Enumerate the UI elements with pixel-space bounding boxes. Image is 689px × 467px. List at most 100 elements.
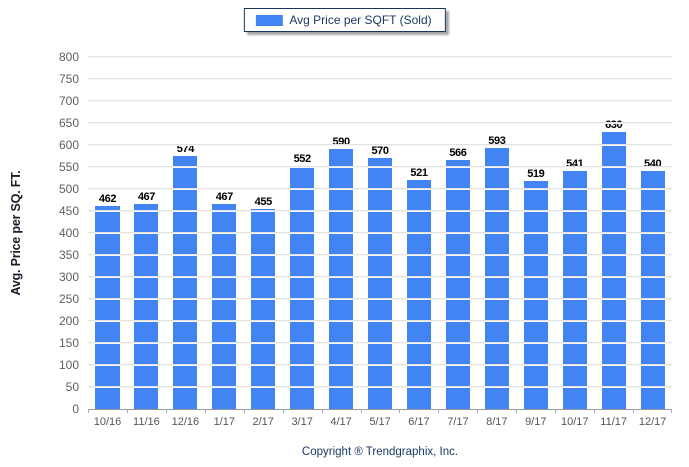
gridline — [88, 56, 672, 58]
y-axis-title: Avg. Price per SQ. FT. — [9, 170, 23, 296]
bar-cell: 467 — [205, 57, 244, 409]
x-tick-label: 10/17 — [560, 416, 589, 428]
gridline — [88, 364, 672, 366]
x-tick-label: 5/17 — [369, 416, 391, 428]
bar-cell: 552 — [283, 57, 322, 409]
x-tick-label: 12/16 — [171, 416, 200, 428]
y-tick-label: 50 — [65, 380, 79, 394]
gridline — [88, 342, 672, 344]
bar-value-label: 566 — [449, 146, 467, 159]
bar — [445, 159, 470, 409]
x-axis-tick — [477, 409, 479, 413]
gridline — [88, 166, 672, 168]
y-tick-label: 250 — [58, 292, 79, 306]
bar — [173, 156, 198, 409]
gridline — [88, 78, 672, 80]
bar-cell: 574 — [166, 57, 205, 409]
x-axis-tick — [321, 409, 323, 413]
bar — [601, 131, 626, 409]
gridline — [88, 210, 672, 212]
x-axis-tick — [438, 409, 440, 413]
y-tick-label: 150 — [58, 336, 79, 350]
x-tick-label: 1/17 — [213, 416, 235, 428]
bar-value-label: 570 — [371, 145, 389, 158]
bar — [406, 179, 432, 409]
gridline — [88, 298, 672, 300]
bar-cell: 462 — [88, 57, 127, 409]
y-tick-label: 500 — [58, 182, 79, 196]
x-tick-label: 12/17 — [638, 416, 667, 428]
gridline — [88, 386, 672, 388]
bar — [134, 203, 159, 409]
bar — [290, 166, 315, 409]
bar-value-label: 574 — [176, 143, 195, 156]
bar-value-label: 467 — [215, 190, 234, 203]
y-tick-label: 800 — [58, 50, 79, 64]
gridline — [88, 100, 672, 102]
y-tick-label: 450 — [58, 204, 79, 218]
bar — [251, 208, 276, 409]
y-tick-label: 350 — [58, 248, 79, 262]
x-axis-tick — [282, 409, 284, 413]
x-axis-tick — [671, 409, 672, 413]
bar-value-label: 462 — [98, 192, 117, 205]
x-axis-tick — [399, 409, 401, 413]
bar — [640, 171, 665, 409]
x-axis-tick — [165, 409, 167, 413]
gridline — [88, 320, 672, 322]
y-tick-label: 100 — [58, 358, 79, 372]
gridline — [88, 144, 672, 146]
bar-cell: 519 — [516, 57, 555, 409]
bar — [95, 205, 120, 409]
plot-area: 462 467 574 467 455 552 590 570 521 566 593 519 541 6… — [59, 50, 672, 428]
y-tick-label: 700 — [58, 94, 79, 108]
legend-label: Avg Price per SQFT (Sold) — [289, 13, 432, 27]
x-tick-label: 6/17 — [408, 416, 430, 428]
x-axis-tick — [633, 409, 635, 413]
gridline — [88, 122, 672, 124]
y-tick-label: 0 — [72, 402, 79, 416]
footer-copyright: Copyright ® Trendgraphix, Inc. — [301, 446, 459, 458]
bar-value-label: 590 — [332, 136, 351, 149]
bar-value-label: 540 — [644, 158, 662, 171]
bar-value-label: 455 — [254, 195, 273, 208]
y-tick-label: 300 — [58, 270, 79, 284]
x-axis-tick — [88, 409, 89, 413]
x-axis-tick — [516, 409, 518, 413]
bar-cell: 570 — [361, 57, 400, 409]
legend-swatch-icon — [255, 14, 283, 26]
x-tick-label: 11/17 — [600, 416, 628, 428]
y-tick-label: 650 — [58, 116, 79, 130]
y-tick-label: 600 — [58, 138, 79, 152]
x-tick-label: 9/17 — [525, 416, 547, 428]
gridline — [88, 232, 672, 234]
x-tick-label: 4/17 — [330, 416, 352, 428]
x-tick-label: 2/17 — [252, 416, 274, 428]
y-tick-label: 550 — [58, 160, 79, 174]
bar-value-label: 467 — [137, 190, 156, 203]
x-tick-label: 3/17 — [291, 416, 313, 428]
bar-value-label: 630 — [605, 118, 623, 131]
x-axis-tick — [594, 409, 596, 413]
bar — [523, 180, 548, 409]
gridline — [88, 276, 672, 278]
x-axis-labels: 10/16 11/16 12/16 1/17 2/17 3/17 4/17 5/17 6/17 7… — [88, 416, 672, 428]
bar-cell: 630 — [594, 57, 633, 409]
x-axis-tick — [126, 409, 128, 413]
gridline — [88, 188, 672, 190]
x-axis-tick — [360, 409, 362, 413]
bar-cell: 521 — [400, 57, 439, 409]
x-axis-tick — [204, 409, 206, 413]
bar — [367, 158, 393, 409]
x-axis-tick — [555, 409, 557, 413]
bar — [562, 170, 587, 409]
x-tick-label: 8/17 — [486, 416, 508, 428]
bar-value-label: 552 — [293, 153, 312, 166]
bar-value-label: 521 — [410, 166, 428, 179]
bar-value-label: 519 — [527, 167, 545, 180]
x-axis-tick — [243, 409, 245, 413]
y-tick-label: 400 — [58, 226, 79, 240]
gridline — [88, 254, 672, 256]
bar-cell: 467 — [127, 57, 166, 409]
